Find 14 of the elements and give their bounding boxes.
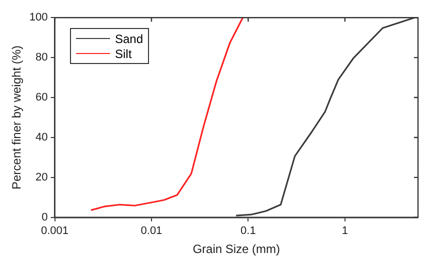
y-tick-label: 80 [36,52,48,64]
legend-label: Sand [115,32,144,46]
y-axis-title: Percent finer by weight (%) [10,45,24,190]
legend-label: Silt [115,46,132,60]
x-tick-label: 0.001 [40,225,69,238]
y-tick-label: 100 [29,12,48,24]
x-tick-label: 0.01 [140,225,162,238]
x-tick-label: 0.1 [240,225,256,238]
y-tick-label: 60 [36,92,48,104]
y-tick-label: 40 [36,132,48,144]
y-tick-label: 0 [42,211,48,224]
x-tick-label: 1 [342,225,348,238]
y-tick-label: 20 [36,171,48,184]
x-axis-title: Grain Size (mm) [192,242,280,256]
